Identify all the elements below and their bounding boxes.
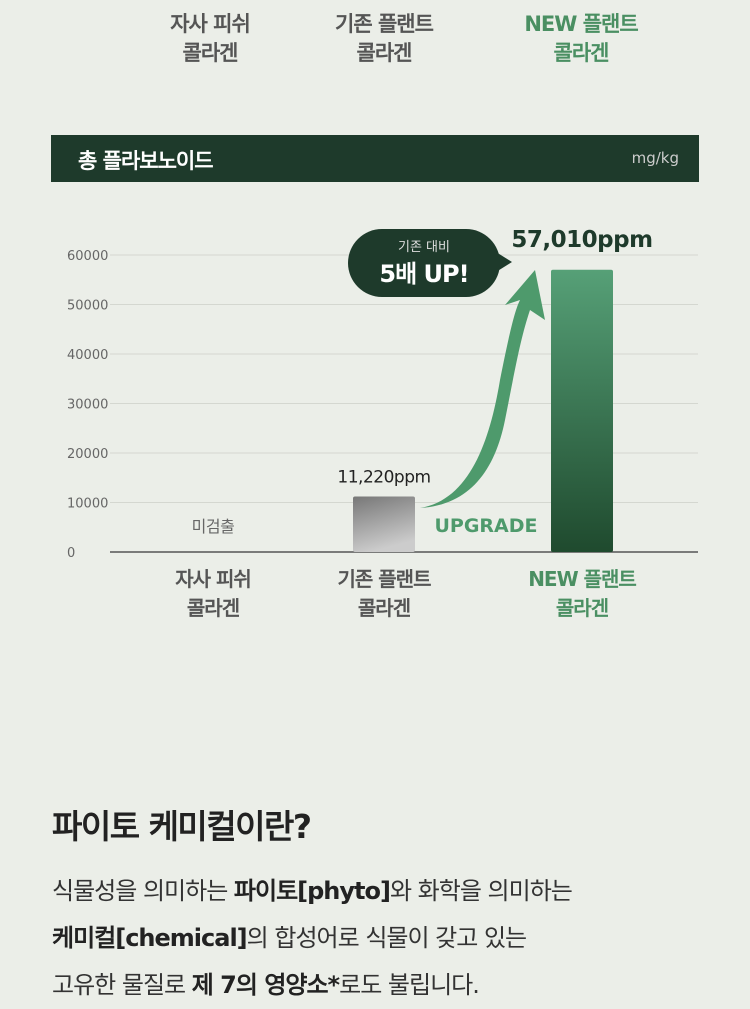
data-label: 11,220ppm <box>337 467 430 487</box>
bar-chart: 기존 대비 5배 UP! UPGRADE 0 10000 20000 30000 400… <box>67 227 698 620</box>
top-category-label: 자사 피쉬 콜라겐 <box>170 12 251 65</box>
upgrade-arrow-icon <box>420 270 545 508</box>
y-tick-label: 60000 <box>67 249 108 264</box>
chart-header: 총 플라보노이드 mg/kg <box>51 135 699 182</box>
bubble-line2: 5배 UP! <box>379 260 468 288</box>
x-tick-label: 자사 피쉬 콜라겐 <box>175 567 251 620</box>
y-tick-label: 10000 <box>67 497 108 512</box>
top-category-label: 기존 플랜트 콜라겐 <box>335 12 434 65</box>
y-tick-label: 30000 <box>67 398 108 413</box>
bar <box>551 269 613 552</box>
y-tick-label: 20000 <box>67 447 108 462</box>
bubble-line1: 기존 대비 <box>398 240 450 255</box>
speech-bubble <box>348 229 512 297</box>
y-tick-label: 50000 <box>67 299 108 314</box>
section-title: 파이토 케미컬이란? <box>52 807 312 846</box>
section-paragraph: 식물성을 의미하는 파이토[phyto]와 화학을 의미하는 케미컬[chemi… <box>52 877 573 999</box>
data-label: 미검출 <box>192 517 235 536</box>
top-category-label: NEW 플랜트 콜라겐 <box>524 12 638 65</box>
x-tick-label: 기존 플랜트 콜라겐 <box>338 567 432 620</box>
chart-title: 총 플라보노이드 <box>78 149 214 173</box>
bar <box>353 496 415 552</box>
data-label: 57,010ppm <box>511 227 652 253</box>
y-tick-label: 0 <box>67 546 75 561</box>
x-tick-label: NEW 플랜트 콜라겐 <box>528 567 636 620</box>
upgrade-label: UPGRADE <box>434 515 537 537</box>
chart-unit: mg/kg <box>631 149 679 167</box>
y-tick-label: 40000 <box>67 348 108 363</box>
